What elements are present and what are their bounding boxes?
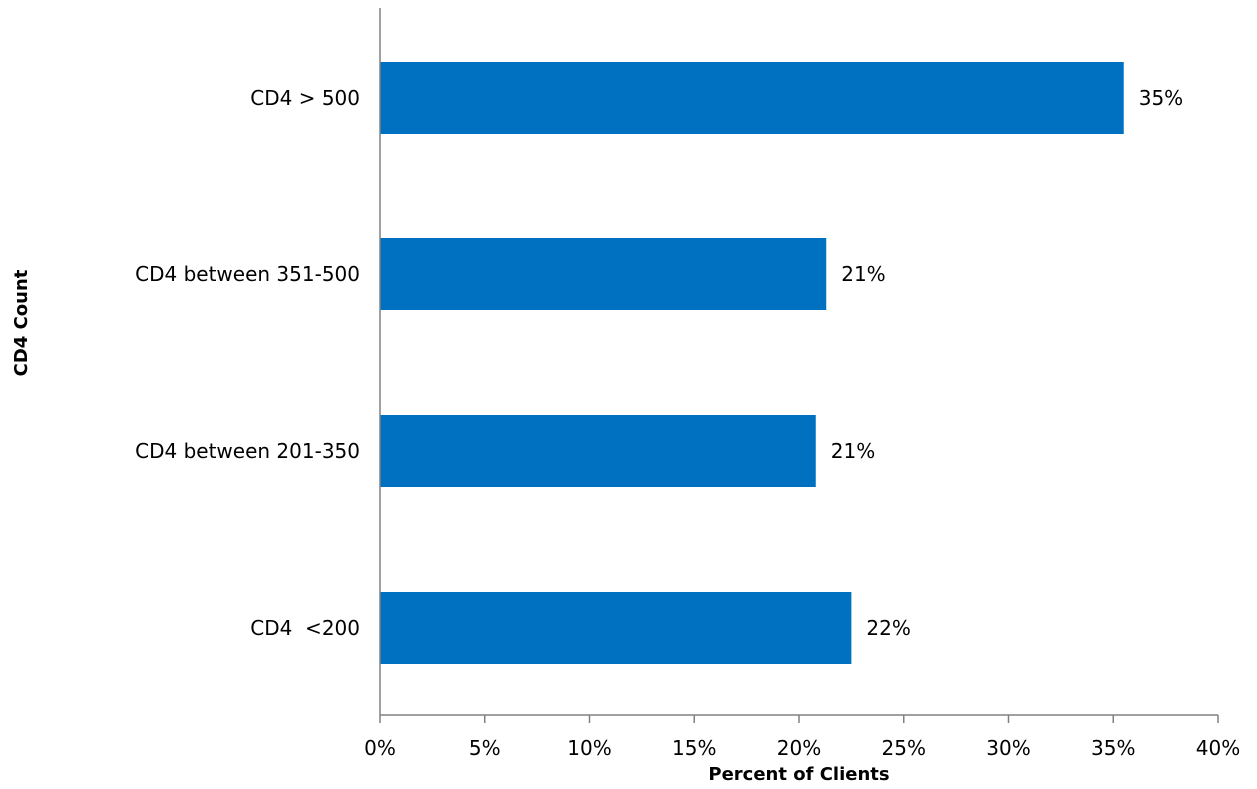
data-label-1: 21% [841,262,885,286]
x-tick-label-4: 20% [777,736,821,760]
data-labels-group: 35% 21% 21% 22% [831,86,1183,640]
bars-group [380,62,1124,664]
x-tick-label-8: 40% [1196,736,1240,760]
category-labels-group: CD4 > 500 CD4 between 351-500 CD4 between … [135,86,360,640]
category-label-3: CD4 <200 [250,616,360,640]
x-tick-label-6: 30% [986,736,1030,760]
x-tick-label-1: 5% [469,736,501,760]
bar-0 [380,62,1124,134]
y-axis-title: CD4 Count [11,269,32,376]
data-label-3: 22% [866,616,910,640]
data-label-2: 21% [831,439,875,463]
category-label-2: CD4 between 201-350 [135,439,360,463]
bar-2 [380,415,816,487]
x-tick-label-5: 25% [882,736,926,760]
bar-3 [380,592,852,664]
data-label-0: 35% [1139,86,1183,110]
bar-1 [380,238,827,310]
x-tick-label-3: 15% [672,736,716,760]
category-label-0: CD4 > 500 [250,86,360,110]
x-tick-label-2: 10% [567,736,611,760]
x-tick-label-0: 0% [364,736,396,760]
category-label-1: CD4 between 351-500 [135,262,360,286]
x-axis-title: Percent of Clients [708,764,889,785]
x-tick-label-7: 35% [1091,736,1135,760]
x-axis-ticks-group: 0% 5% 10% 15% 20% 25% 30% 35% 40% [364,715,1240,760]
